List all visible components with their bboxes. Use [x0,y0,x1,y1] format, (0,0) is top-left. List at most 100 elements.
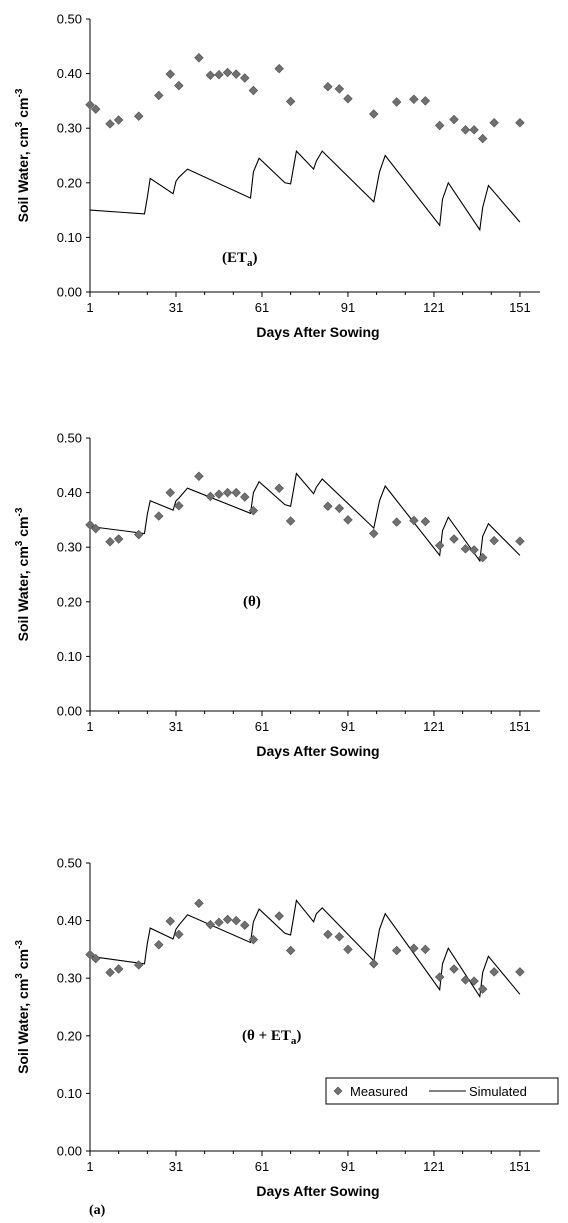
annotation-subscript: a [291,1035,297,1047]
measured-point [489,118,499,128]
measured-point [343,515,353,525]
measured-point [222,67,233,78]
y-tick-label: 0.30 [57,121,82,136]
measured-point [469,545,479,555]
measured-point [248,85,259,96]
x-tick-label: 31 [169,1159,183,1174]
y-tick-label: 0.40 [57,66,82,81]
legend-measured-marker [333,1086,343,1096]
annotation-close: ) [253,250,258,266]
y-axis-label-sup: 3 [14,121,25,127]
measured-point [285,96,296,107]
y-tick-label: 0.40 [57,913,82,928]
x-tick-label: 31 [169,719,183,734]
measured-point [434,120,445,131]
y-tick-label: 0.20 [57,175,82,190]
measured-point [489,967,499,977]
measured-point [469,976,479,986]
measured-point [343,93,353,104]
legend-measured-label: Measured [350,1084,408,1099]
measured-point [240,492,250,502]
y-axis-label-unit: cm [15,98,31,122]
measured-point [449,964,459,974]
annotation-main: (θ + ET [242,1028,291,1044]
x-tick-label: 121 [423,300,445,315]
measured-point [477,133,488,144]
measured-point [391,97,402,107]
y-axis-label: Soil Water, cm3 cm-3 [14,507,31,641]
measured-point [174,80,184,91]
measured-point [477,984,488,994]
chart-panel-3: 0.00 0.10 0.20 0.30 0.40 0.50 1 31 61 91 121 151 Day… [14,856,540,1199]
x-tick-label: 91 [341,300,355,315]
measured-point [460,544,471,554]
y-axis-label-sup: -3 [14,940,25,949]
y-tick-label: 0.40 [57,485,82,500]
legend-simulated-label: Simulated [469,1084,527,1099]
measured-point [434,972,445,982]
y-tick-label: 0.50 [57,12,82,27]
measured-point [449,114,459,125]
y-axis-label: Soil Water, cm3 cm-3 [14,940,31,1074]
measured-point [205,70,216,80]
panel-annotation: (ETa) [222,250,258,269]
measured-point [91,953,101,964]
measured-point [334,84,345,94]
y-tick-label: 0.20 [57,1028,82,1043]
measured-point [174,929,184,940]
measured-point [369,528,379,539]
x-tick-label: 1 [86,300,93,315]
measured-point [105,119,115,129]
measured-point [391,517,402,527]
annotation-main: (ET [222,250,247,266]
x-tick-label: 91 [341,1159,355,1174]
measured-point [489,535,499,546]
measured-point [205,919,216,930]
measured-point [369,959,379,969]
measured-point [194,53,204,63]
measured-point [214,489,224,499]
measured-point [154,511,164,521]
measured-point [105,967,115,978]
measured-point [231,487,241,498]
y-tick-label: 0.10 [57,649,82,664]
measured-point [154,940,164,950]
measured-point [420,944,431,955]
y-axis-label-text: Soil Water, cm [15,979,31,1074]
measured-point [231,915,241,926]
measured-point [323,81,333,92]
measured-point [477,552,488,563]
y-tick-label: 0.10 [57,230,82,245]
measured-point [240,73,250,83]
measured-point [323,501,333,511]
chart-panel-1: 0.00 0.10 0.20 0.30 0.40 0.50 1 31 61 91 121 151 Day… [14,12,540,340]
measured-point [369,109,379,119]
x-tick-label: 121 [423,1159,445,1174]
y-tick-label: 0.50 [57,431,82,446]
measured-point [214,69,224,80]
measured-point [85,99,95,110]
x-tick-label: 151 [509,300,531,315]
x-tick-label: 61 [255,719,269,734]
measured-point [113,964,124,974]
measured-point [343,944,353,955]
figure-label: (a) [89,1203,106,1218]
x-axis-label: Days After Sowing [256,324,379,340]
measured-point [449,534,459,544]
x-tick-label: 31 [169,300,183,315]
x-axis-label: Days After Sowing [256,743,379,759]
y-tick-label: 0.00 [57,285,82,300]
x-tick-label: 61 [255,1159,269,1174]
x-tick-label: 1 [86,719,93,734]
simulated-series-line [89,149,521,232]
y-tick-label: 0.10 [57,1086,82,1101]
y-axis-label-sup: 3 [14,973,25,979]
measured-point [154,90,164,101]
y-tick-label: 0.30 [57,971,82,986]
measured-point [409,94,419,104]
y-tick-label: 0.50 [57,856,82,871]
measured-point [222,487,233,498]
x-tick-label: 151 [509,1159,531,1174]
x-tick-label: 91 [341,719,355,734]
